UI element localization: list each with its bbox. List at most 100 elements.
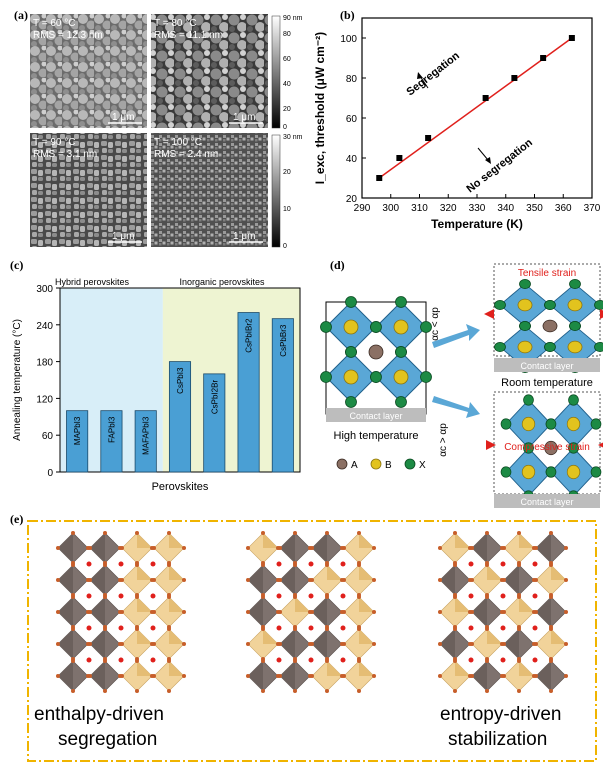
tensile-arrow-left (484, 309, 494, 319)
octahedron (501, 658, 537, 694)
contact-layer-tensile: Contact layer (520, 361, 573, 371)
x-axis-label: Temperature (K) (431, 217, 523, 231)
a-site-dot (500, 625, 506, 631)
afm-rms-4: RMS = 2.4 nm (154, 149, 218, 160)
octahedron (469, 562, 505, 598)
y-tick-label-1: 40 (346, 154, 358, 165)
octahedron (309, 658, 345, 694)
cbar-top-tick-4: 20 (283, 106, 291, 113)
caption-left-2: segregation (58, 729, 157, 750)
data-point-4 (511, 75, 518, 81)
x-tick-label-8: 370 (584, 203, 600, 214)
octahedron (437, 530, 473, 566)
scale-label-3: 1 μm (112, 231, 134, 242)
octahedron (151, 658, 187, 694)
octahedron (55, 594, 91, 630)
caption-right-2: stabilization (448, 729, 547, 750)
x-tick-label-1: 300 (382, 203, 399, 214)
lattice-tensile: Tensile strain Contact layer Room temper… (484, 263, 603, 389)
a-site-dot (276, 561, 282, 567)
c-y-axis-label: Annealing temperature (°C) (12, 319, 23, 441)
octahedron (277, 594, 313, 630)
x-tick-label-4: 330 (469, 203, 486, 214)
octahedron (55, 658, 91, 694)
annotation-segregation: Segregation (404, 50, 462, 99)
a-site-dot (308, 657, 314, 663)
tensile-strain-label: Tensile strain (518, 268, 576, 279)
cbar-top-tick-1: 80 (283, 31, 291, 38)
bar-2 (134, 410, 157, 473)
data-point-3 (482, 95, 489, 101)
bar-label-1: FAPbI3 (107, 416, 116, 443)
legend-b: B (385, 460, 392, 471)
bar-0 (66, 410, 89, 473)
c-x-axis-label: Perovskites (152, 481, 209, 493)
octahedron (341, 530, 377, 566)
compressive-strain-label: Compressive strain (504, 442, 590, 453)
a-site-dot (276, 593, 282, 599)
panel-label-a: (a) (14, 8, 28, 22)
c-y-tick-label-1: 60 (42, 431, 54, 442)
octahedron (119, 594, 155, 630)
octahedron (55, 530, 91, 566)
x-tick-label-7: 360 (555, 203, 572, 214)
lattice-mixed (245, 530, 377, 694)
compressive-arrow-left (486, 440, 496, 450)
bar-5 (237, 312, 260, 473)
octahedron (245, 530, 281, 566)
bar-1 (100, 410, 123, 473)
y-axis-label: I_exc, threshold (μW cm⁻²) (313, 32, 327, 184)
a-site-dot (150, 625, 156, 631)
octahedron (151, 530, 187, 566)
panel-label-d: (d) (330, 258, 345, 272)
octahedron (501, 594, 537, 630)
octahedron (119, 530, 155, 566)
octahedron (119, 658, 155, 694)
contact-layer-compressive: Contact layer (520, 497, 573, 507)
a-site-dot (468, 657, 474, 663)
a-site-dot (150, 657, 156, 663)
bar-3 (168, 361, 192, 473)
panel-label-b: (b) (340, 8, 355, 22)
a-site-dot (468, 561, 474, 567)
cbar-bottom-tick-3: 0 (283, 243, 287, 250)
high-temp-label: High temperature (334, 430, 419, 442)
y-tick-label-4: 100 (340, 34, 357, 45)
octahedron (437, 562, 473, 598)
arrow-down (477, 147, 489, 161)
lattice-enthalpy (55, 530, 187, 694)
octahedron (341, 562, 377, 598)
afm-temp-3: T = 90 °C (33, 137, 75, 148)
annotation-no-segregation: No segregation (464, 136, 535, 195)
afm-image-100c (151, 133, 268, 247)
a-site-dot (118, 561, 124, 567)
a-site-dot (86, 561, 92, 567)
x-tick-label-3: 320 (440, 203, 457, 214)
scale-label-4: 1 μm (233, 231, 255, 242)
room-temp-label: Room temperature (501, 377, 593, 389)
a-site-dot (532, 561, 538, 567)
atom-legend: A B X (336, 458, 426, 471)
region-label-inorganic: Inorganic perovskites (179, 277, 265, 287)
octahedron (245, 562, 281, 598)
bar-label-4: CsPbI2Br (210, 380, 219, 415)
octahedron (55, 562, 91, 598)
c-y-tick-label-2: 120 (36, 394, 53, 405)
afm-temp-2: T = 80 °C (154, 18, 196, 29)
panel-label-c: (c) (10, 258, 24, 272)
caption-left-1: enthalpy-driven (34, 704, 164, 725)
cbar-bottom-tick-1: 20 (283, 169, 291, 176)
afm-temp-1: T = 60 °C (33, 18, 75, 29)
c-y-tick-label-4: 240 (36, 321, 53, 332)
octahedron (437, 658, 473, 694)
a-site-dot (340, 657, 346, 663)
octahedron (151, 562, 187, 598)
octahedron (341, 626, 377, 662)
octahedron (55, 626, 91, 662)
octahedron (533, 562, 569, 598)
octahedron (87, 626, 123, 662)
a-site-dot (340, 625, 346, 631)
bar-label-2: MAFAPbI3 (142, 416, 151, 455)
a-site-dot (308, 561, 314, 567)
a-site-dot (276, 657, 282, 663)
